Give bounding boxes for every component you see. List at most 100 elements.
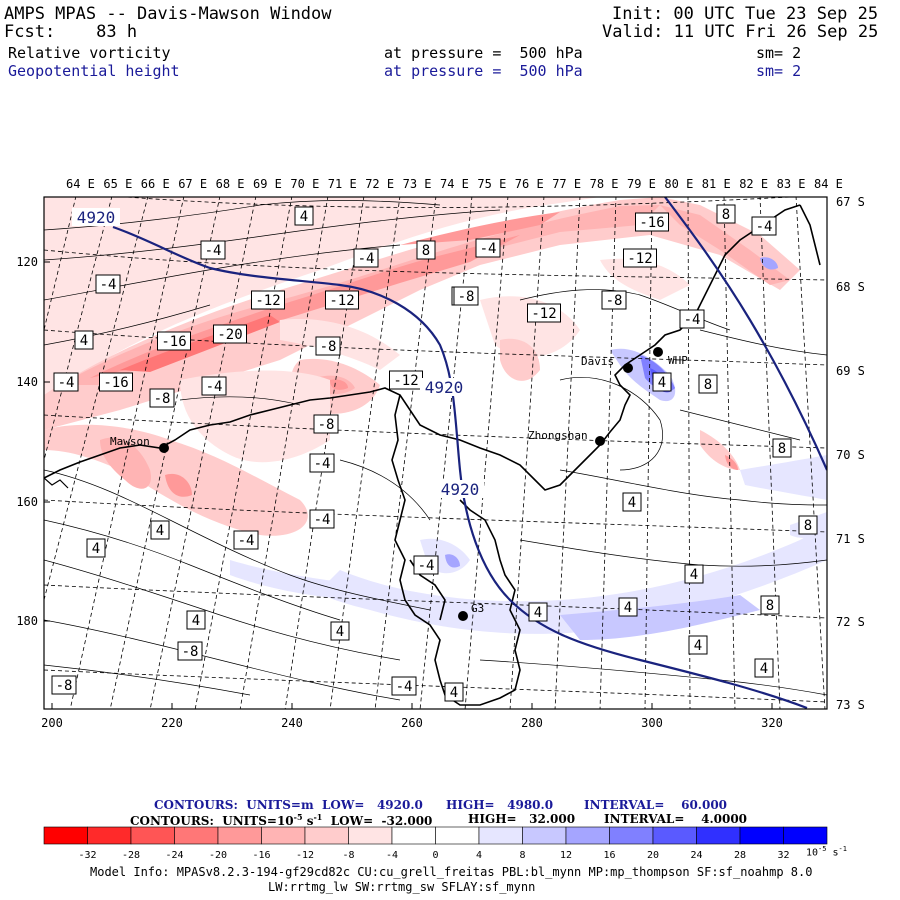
lat-label: 73 S (836, 698, 865, 712)
vorticity-units-exp2: -1 (313, 812, 323, 822)
lon-label: 70 E (290, 177, 319, 191)
vorticity-label: 8 (716, 204, 736, 224)
lon-label: 77 E (552, 177, 581, 191)
colorbar-tick: -20 (209, 850, 227, 861)
svg-text:-4: -4 (314, 512, 331, 528)
svg-text:4: 4 (760, 661, 768, 677)
vorticity-label: 4 (528, 602, 548, 622)
svg-text:-4: -4 (58, 375, 75, 391)
lon-label: 74 E (440, 177, 469, 191)
vorticity-labels: -4 -8 -12 -16 -20 -16 -12 -16 -12 -8 -4 -8 -12 -8 -4 4 8… (51, 204, 818, 702)
vorticity-label: -4 (751, 216, 777, 236)
ice-edge (44, 477, 69, 489)
x-tick-label: 240 (281, 716, 303, 730)
vorticity-label: -12 (389, 370, 423, 390)
svg-text:WHP: WHP (668, 354, 688, 367)
station-g3: G3 (458, 602, 484, 621)
height-labels: 4920 4920 4920 (72, 208, 484, 499)
lat-label: 67 S (836, 195, 865, 209)
lon-label: 64 E (66, 177, 95, 191)
lon-label: 81 E (702, 177, 731, 191)
colorbar-unit-exp: -5 (818, 845, 827, 853)
colorbar-unit: 10-5 s-1 (806, 845, 847, 858)
vorticity-label: 4 (754, 658, 774, 678)
colorbar-swatch (348, 826, 393, 845)
model-info-physics: LW:rrtmg_lw SW:rrtmg_sw SFLAY:sf_mynn (268, 880, 536, 894)
lon-label: 82 E (739, 177, 768, 191)
svg-text:-12: -12 (255, 293, 280, 309)
vorticity-label: -4 (413, 555, 439, 575)
vorticity-units-s: s (302, 814, 314, 828)
vorticity-label: 4 (186, 610, 206, 630)
svg-text:-4: -4 (100, 277, 117, 293)
svg-text:-4: -4 (205, 243, 222, 259)
lon-label: 69 E (253, 177, 282, 191)
field2-smooth: sm= 2 (756, 62, 802, 80)
colorbar-unit-exp2: -1 (838, 845, 847, 853)
svg-text:Mawson: Mawson (110, 435, 150, 448)
vorticity-interval: INTERVAL= 4.0000 (604, 812, 748, 826)
y-tick-labels: 120 140 160 180 (16, 255, 38, 628)
svg-text:4920: 4920 (441, 480, 480, 499)
vorticity-contour-info: CONTOURS: UNITS=10-5 s-1 LOW= -32.000 (130, 812, 432, 828)
svg-text:-8: -8 (182, 644, 199, 660)
field2-pressure: at pressure = 500 hPa (384, 62, 583, 80)
lon-label: 66 E (141, 177, 170, 191)
svg-text:-16: -16 (639, 215, 664, 231)
field1-pressure: at pressure = 500 hPa (384, 44, 583, 62)
vorticity-label: -4 (95, 274, 121, 294)
lon-label: 79 E (627, 177, 656, 191)
x-axis-ticks (51, 703, 773, 709)
colorbar-swatch (478, 826, 523, 845)
vorticity-label: 4 (74, 330, 94, 350)
y-tick-label: 120 (16, 255, 38, 269)
svg-text:8: 8 (766, 598, 774, 614)
lon-label: 78 E (590, 177, 619, 191)
y-tick-label: 140 (16, 375, 38, 389)
stations: Mawson Davis WHP Zhongshan G3 (110, 347, 688, 621)
height-contour-interval: INTERVAL= 60.000 (584, 798, 728, 812)
colorbar-unit-s: s (826, 847, 839, 859)
vorticity-label: -4 (233, 530, 259, 550)
vorticity-label: 8 (416, 240, 436, 260)
colorbar-swatch (739, 826, 784, 845)
negative-vorticity-shading (44, 197, 800, 536)
colorbar-tick: -16 (252, 850, 270, 861)
vorticity-label: -12 (325, 290, 359, 310)
vorticity-label: -4 (201, 376, 227, 396)
svg-text:4: 4 (690, 567, 698, 583)
svg-text:-4: -4 (238, 533, 255, 549)
field1-name: Relative vorticity (8, 44, 171, 62)
lon-label: 67 E (178, 177, 207, 191)
svg-text:Zhongshan: Zhongshan (528, 429, 588, 442)
colorbar-tick: -32 (78, 850, 96, 861)
vorticity-label: -4 (679, 309, 705, 329)
svg-text:4920: 4920 (425, 378, 464, 397)
svg-text:-4: -4 (480, 241, 497, 257)
longitude-labels: 64 E 65 E 66 E 67 E 68 E 69 E 70 E 71 E 72 E 73 E… (66, 177, 843, 191)
y-tick-label: 160 (16, 495, 38, 509)
x-tick-labels: 200 220 240 260 280 300 320 (41, 716, 783, 730)
colorbar-tick: 20 (647, 850, 659, 861)
colorbar-swatch (652, 826, 697, 845)
latitude-labels: 67 S 68 S 69 S 70 S 71 S 72 S 73 S (836, 195, 865, 712)
model-info: Model Info: MPASv8.2.3-194-gf29cd82c CU:… (90, 865, 813, 879)
x-tick-label: 300 (641, 716, 663, 730)
vorticity-label: 4 (684, 564, 704, 584)
colorbar-swatch (609, 826, 654, 845)
svg-text:4: 4 (156, 523, 164, 539)
colorbar-swatch (87, 826, 132, 845)
lon-label: 71 E (328, 177, 357, 191)
svg-text:4: 4 (192, 613, 200, 629)
svg-text:8: 8 (804, 518, 812, 534)
vorticity-label: -4 (353, 248, 379, 268)
x-tick-label: 260 (401, 716, 423, 730)
svg-text:-8: -8 (606, 293, 623, 309)
vorticity-label: 4 (652, 372, 672, 392)
colorbar-swatch (783, 826, 828, 845)
station-zhongshan: Zhongshan (528, 429, 605, 446)
lon-label: 80 E (664, 177, 693, 191)
colorbar-tick: 12 (560, 850, 572, 861)
svg-text:Davis: Davis (581, 355, 614, 368)
